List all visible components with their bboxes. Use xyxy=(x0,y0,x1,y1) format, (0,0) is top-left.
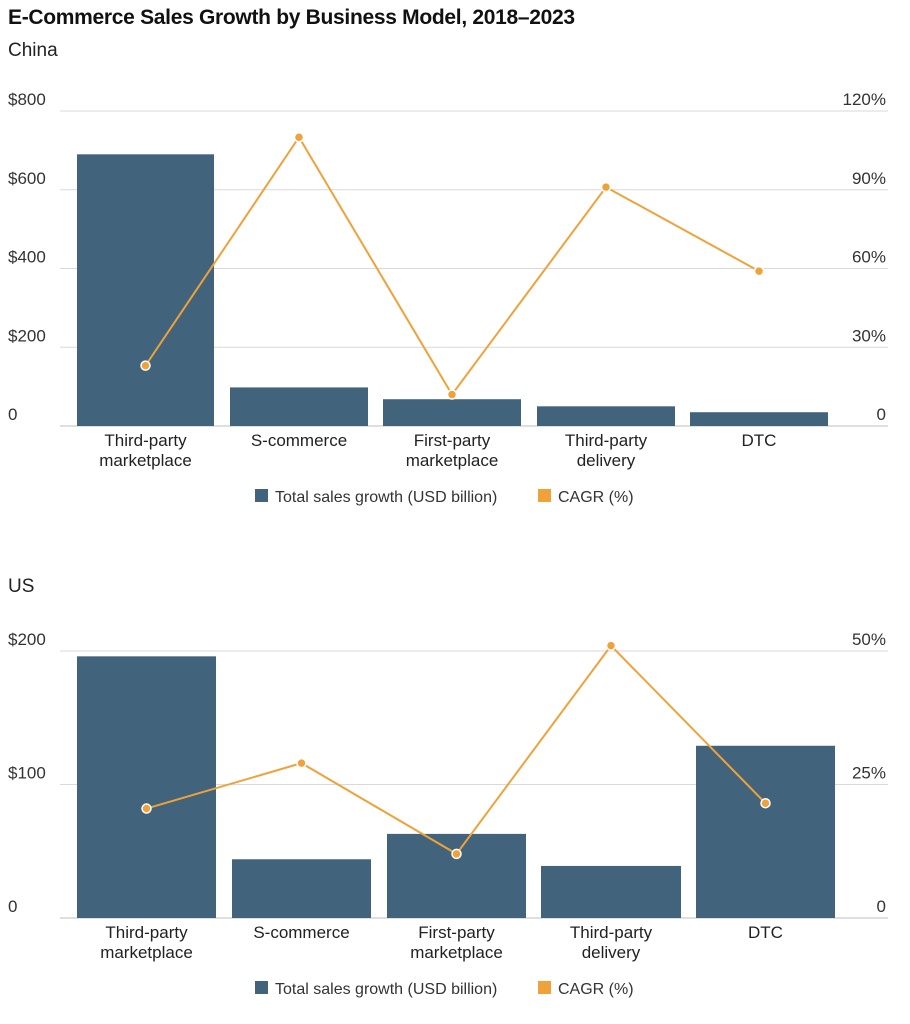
china-left-tick-label: $600 xyxy=(8,169,46,188)
us-cagr-point xyxy=(296,757,307,769)
china-cagr-point xyxy=(140,360,151,371)
china-right-tick-label: 0 xyxy=(877,405,886,424)
us-legend-swatch-line xyxy=(538,981,551,994)
china-category-label: DTC xyxy=(742,431,777,450)
us-category-label: DTC xyxy=(748,923,783,942)
china-legend-swatch-line xyxy=(538,489,551,502)
us-legend-label-line: CAGR (%) xyxy=(558,981,634,998)
us-bar xyxy=(387,833,526,918)
china-bar xyxy=(537,406,675,426)
china-bar xyxy=(383,399,521,426)
us-cagr-line xyxy=(146,644,767,856)
us-cagr-point xyxy=(760,797,771,809)
us-bar xyxy=(77,656,216,918)
us-cagr-point xyxy=(141,803,152,814)
china-left-tick-label: $200 xyxy=(8,326,46,345)
us-category-label: marketplace xyxy=(410,943,503,962)
us-left-tick-label: $100 xyxy=(8,764,46,783)
china-cagr-point xyxy=(600,181,612,193)
china-bar xyxy=(77,154,214,426)
us-right-tick-label: 0 xyxy=(877,897,886,916)
us-left-tick-label: 0 xyxy=(8,897,17,916)
china-cagr-point xyxy=(753,265,765,277)
us-subtitle: US xyxy=(8,576,35,597)
us-category-label: Third-party xyxy=(105,923,188,942)
china-cagr-point xyxy=(446,389,458,400)
china-category-label: Third-party xyxy=(565,431,648,450)
us-right-tick-label: 25% xyxy=(852,764,886,783)
us-category-label: delivery xyxy=(582,943,641,962)
china-right-tick-label: 60% xyxy=(852,248,886,267)
china-legend-swatch-bar xyxy=(255,489,268,502)
china-category-label: First-party xyxy=(414,431,491,450)
china-subtitle: China xyxy=(8,40,58,61)
china-left-tick-label: 0 xyxy=(8,405,17,424)
us-category-label: First-party xyxy=(418,923,495,942)
china-left-tick-label: $800 xyxy=(8,90,46,109)
china-bar xyxy=(690,412,828,426)
us-legend-swatch-bar xyxy=(255,981,268,994)
us-bar xyxy=(696,745,835,918)
china-left-tick-label: $400 xyxy=(8,248,46,267)
china-cagr-point xyxy=(293,132,305,143)
china-legend-label-bar: Total sales growth (USD billion) xyxy=(275,489,497,506)
china-category-label: Third-party xyxy=(104,431,187,450)
us-legend-label-bar: Total sales growth (USD billion) xyxy=(275,981,497,998)
us-right-tick-label: 50% xyxy=(852,630,886,649)
us-category-label: marketplace xyxy=(100,943,193,962)
china-category-label: S-commerce xyxy=(251,431,347,450)
us-left-tick-label: $200 xyxy=(8,630,46,649)
china-category-label: marketplace xyxy=(99,451,192,470)
china-right-tick-label: 120% xyxy=(843,90,886,109)
chart-title: E-Commerce Sales Growth by Business Mode… xyxy=(8,6,575,29)
us-bar xyxy=(232,859,371,918)
us-category-label: Third-party xyxy=(570,923,653,942)
us-bar xyxy=(541,865,681,918)
china-bar xyxy=(230,387,368,426)
us-category-label: S-commerce xyxy=(253,923,349,942)
china-category-label: delivery xyxy=(577,451,636,470)
us-cagr-point xyxy=(451,848,462,860)
china-category-label: marketplace xyxy=(406,451,499,470)
us-cagr-point xyxy=(605,640,617,651)
china-legend-label-line: CAGR (%) xyxy=(558,489,634,506)
china-right-tick-label: 90% xyxy=(852,169,886,188)
china-right-tick-label: 30% xyxy=(852,326,886,345)
